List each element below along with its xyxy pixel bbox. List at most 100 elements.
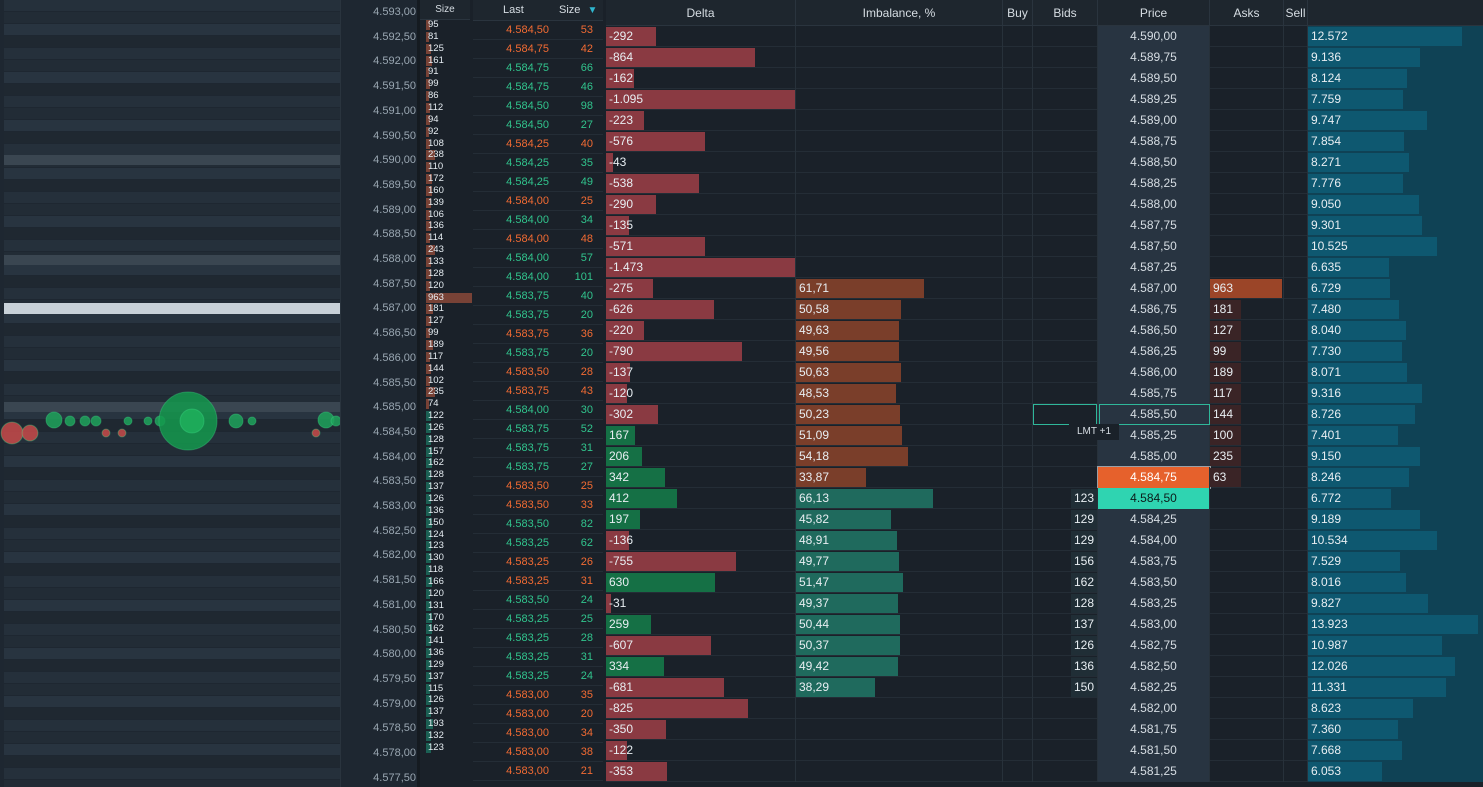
asks-cell[interactable]	[1210, 572, 1284, 593]
delta-cell[interactable]: -122	[606, 740, 796, 761]
delta-cell[interactable]: -571	[606, 236, 796, 257]
trade-row[interactable]: 4.584,50 98	[473, 97, 603, 116]
bids-cell[interactable]	[1033, 383, 1098, 404]
trade-row[interactable]: 4.583,75 20	[473, 306, 603, 325]
sell-cell[interactable]	[1284, 719, 1308, 740]
sell-cell[interactable]	[1284, 26, 1308, 47]
working-order-box[interactable]	[1033, 404, 1097, 425]
buy-cell[interactable]	[1003, 488, 1033, 509]
price-cell[interactable]: 4.583,25	[1098, 593, 1210, 614]
buy-cell[interactable]	[1003, 47, 1033, 68]
sell-cell[interactable]	[1284, 551, 1308, 572]
buy-cell[interactable]	[1003, 152, 1033, 173]
imbalance-cell[interactable]	[796, 761, 1003, 782]
delta-cell[interactable]: 167	[606, 425, 796, 446]
imbalance-cell[interactable]	[796, 698, 1003, 719]
asks-cell[interactable]	[1210, 26, 1284, 47]
delta-cell[interactable]: -864	[606, 47, 796, 68]
trade-row[interactable]: 4.583,50 25	[473, 477, 603, 496]
ladder-row[interactable]: 167 51,09 4.585,25 100 7.401	[606, 425, 1483, 446]
buy-cell[interactable]	[1003, 26, 1033, 47]
imbalance-cell[interactable]: 50,37	[796, 635, 1003, 656]
trade-row[interactable]: 4.583,75 20	[473, 344, 603, 363]
bids-cell[interactable]	[1033, 362, 1098, 383]
price-cell[interactable]: 4.586,00	[1098, 362, 1210, 383]
bids-cell[interactable]: 156	[1033, 551, 1098, 572]
sell-cell[interactable]	[1284, 173, 1308, 194]
asks-cell[interactable]	[1210, 68, 1284, 89]
sell-cell[interactable]	[1284, 215, 1308, 236]
delta-cell[interactable]: -790	[606, 341, 796, 362]
imbalance-cell[interactable]: 49,37	[796, 593, 1003, 614]
trade-row[interactable]: 4.584,00 25	[473, 192, 603, 211]
asks-cell[interactable]	[1210, 614, 1284, 635]
trade-row[interactable]: 4.583,50 28	[473, 363, 603, 382]
bids-cell[interactable]	[1033, 215, 1098, 236]
ladder-row[interactable]: -1.095 4.589,25 7.759	[606, 89, 1483, 110]
buy-cell[interactable]	[1003, 467, 1033, 488]
trade-row[interactable]: 4.584,75 42	[473, 40, 603, 59]
asks-cell[interactable]	[1210, 635, 1284, 656]
asks-cell[interactable]	[1210, 509, 1284, 530]
ladder-row[interactable]: -292 4.590,00 12.572	[606, 26, 1483, 47]
buy-cell[interactable]	[1003, 320, 1033, 341]
imbalance-cell[interactable]: 50,23	[796, 404, 1003, 425]
sell-cell[interactable]	[1284, 761, 1308, 782]
trade-row[interactable]: 4.583,50 82	[473, 515, 603, 534]
asks-cell[interactable]	[1210, 236, 1284, 257]
delta-cell[interactable]: -1.473	[606, 257, 796, 278]
trade-row[interactable]: 4.584,50 27	[473, 116, 603, 135]
buy-cell[interactable]	[1003, 572, 1033, 593]
price-cell[interactable]: 4.584,75	[1097, 466, 1211, 489]
asks-cell[interactable]	[1210, 488, 1284, 509]
trade-bubble[interactable]	[123, 416, 133, 426]
price-cell[interactable]: 4.587,75	[1098, 215, 1210, 236]
buy-cell[interactable]	[1003, 635, 1033, 656]
bids-cell[interactable]: 150	[1033, 677, 1098, 698]
sell-cell[interactable]	[1284, 593, 1308, 614]
trade-row[interactable]: 4.583,50 24	[473, 591, 603, 610]
buy-cell[interactable]	[1003, 215, 1033, 236]
buy-cell[interactable]	[1003, 278, 1033, 299]
sell-cell[interactable]	[1284, 341, 1308, 362]
asks-cell[interactable]	[1210, 152, 1284, 173]
sell-cell[interactable]	[1284, 404, 1308, 425]
asks-cell[interactable]	[1210, 677, 1284, 698]
imbalance-cell[interactable]: 50,44	[796, 614, 1003, 635]
ladder-row[interactable]: -120 48,53 4.585,75 117 9.316	[606, 383, 1483, 404]
bids-cell[interactable]	[1033, 110, 1098, 131]
price-cell[interactable]: 4.582,50	[1098, 656, 1210, 677]
price-cell[interactable]: 4.584,00	[1098, 530, 1210, 551]
volume-size-header[interactable]: Size	[420, 0, 470, 20]
price-cell[interactable]: 4.584,25	[1098, 509, 1210, 530]
delta-cell[interactable]: -120	[606, 383, 796, 404]
delta-cell[interactable]: 206	[606, 446, 796, 467]
ladder-row[interactable]: -1.473 4.587,25 6.635	[606, 257, 1483, 278]
trade-row[interactable]: 4.584,50 53	[473, 21, 603, 40]
ladder-row[interactable]: -31 49,37 128 4.583,25 9.827	[606, 593, 1483, 614]
buy-cell[interactable]	[1003, 551, 1033, 572]
delta-cell[interactable]: 197	[606, 509, 796, 530]
buy-cell[interactable]	[1003, 89, 1033, 110]
bids-cell[interactable]: 136	[1033, 656, 1098, 677]
asks-cell[interactable]: 99	[1210, 341, 1284, 362]
ladder-row[interactable]: -275 61,71 4.587,00 963 6.729	[606, 278, 1483, 299]
trade-bubble[interactable]	[79, 415, 91, 427]
buy-cell[interactable]	[1003, 173, 1033, 194]
trade-bubble[interactable]	[143, 416, 153, 426]
sell-cell[interactable]	[1284, 425, 1308, 446]
imbalance-cell[interactable]: 38,29	[796, 677, 1003, 698]
delta-cell[interactable]: 412	[606, 488, 796, 509]
asks-cell[interactable]: 144	[1210, 404, 1284, 425]
asks-cell[interactable]	[1210, 551, 1284, 572]
imbalance-cell[interactable]: 49,77	[796, 551, 1003, 572]
imbalance-cell[interactable]	[796, 152, 1003, 173]
buy-cell[interactable]	[1003, 425, 1033, 446]
trade-row[interactable]: 4.583,25 31	[473, 572, 603, 591]
delta-cell[interactable]: -538	[606, 173, 796, 194]
sell-cell[interactable]	[1284, 467, 1308, 488]
bids-cell[interactable]	[1033, 173, 1098, 194]
sell-cell[interactable]	[1284, 47, 1308, 68]
trade-row[interactable]: 4.583,25 26	[473, 553, 603, 572]
buy-cell[interactable]	[1003, 761, 1033, 782]
